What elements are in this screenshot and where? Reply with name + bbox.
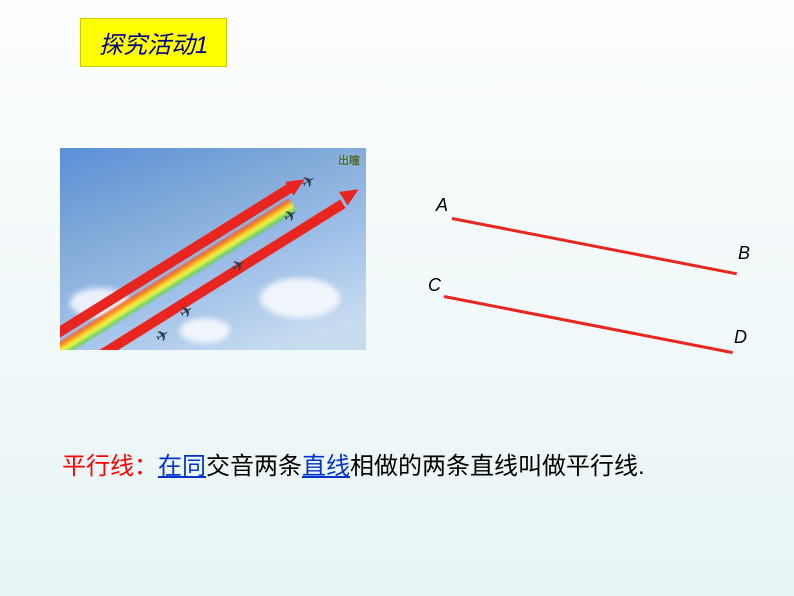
def-part: 相做的两条 [350, 453, 470, 480]
def-part: 直线 [302, 453, 350, 480]
line-ab [452, 217, 737, 275]
arrowhead-icon [339, 182, 363, 205]
def-part: 直线叫做平行线. [470, 453, 645, 480]
term-label: 平行线： [62, 453, 158, 480]
cloud [260, 278, 340, 318]
label-b: B [738, 243, 750, 264]
definition-text: 平行线：在同交音两条直线相做的两条直线叫做平行线. [62, 446, 645, 481]
def-part: 交音两条 [206, 453, 302, 480]
def-part: 在同 [158, 453, 206, 480]
rainbow-trail [60, 199, 296, 350]
label-a: A [436, 195, 448, 216]
activity-title: 探究活动1 [80, 18, 227, 67]
jet-icon: ✈ [152, 324, 174, 348]
parallel-lines-diagram: A B C D [420, 195, 760, 355]
watermark: 出瞳 [338, 152, 360, 168]
jets-photo: ✈ ✈ ✈ ✈ ✈ 出瞳 [60, 148, 366, 350]
label-d: D [734, 327, 747, 348]
line-cd [444, 295, 733, 354]
label-c: C [428, 275, 441, 296]
